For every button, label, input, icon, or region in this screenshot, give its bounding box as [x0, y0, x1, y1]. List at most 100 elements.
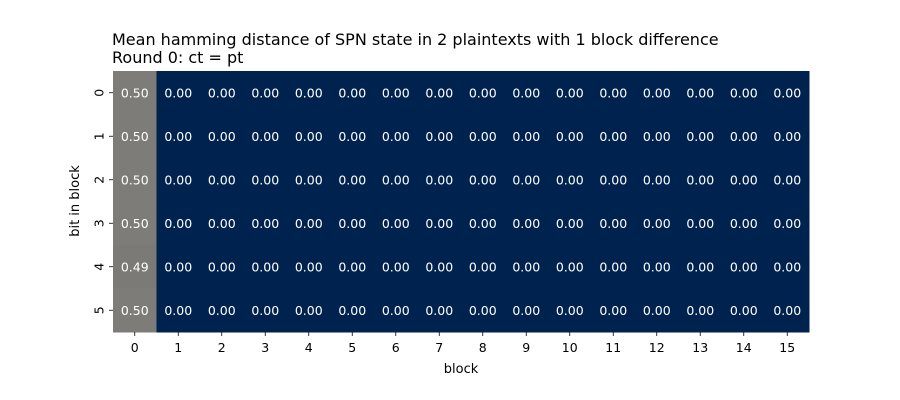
cell-value-label: 0.00 — [556, 85, 584, 100]
heatmap-cell — [722, 158, 766, 202]
heatmap-cell — [504, 245, 549, 289]
heatmap-cell — [330, 245, 375, 289]
heatmap-cell — [461, 201, 505, 246]
heatmap-cell — [591, 288, 636, 333]
cell-value-label: 0.00 — [599, 216, 627, 231]
y-axis-label: bit in block — [68, 165, 83, 237]
cell-value-label: 0.00 — [686, 303, 714, 318]
heatmap-cell — [417, 114, 462, 159]
chart-subtitle: Round 0: ct = pt — [112, 48, 244, 67]
cell-value-label: 0.00 — [730, 85, 758, 100]
heatmap-cell — [591, 114, 636, 159]
cell-value-label: 0.00 — [512, 172, 540, 187]
heatmap-cell — [113, 288, 157, 333]
cell-value-label: 0.00 — [686, 172, 714, 187]
cell-value-label: 0.00 — [643, 303, 671, 318]
cell-value-label: 0.00 — [512, 85, 540, 100]
heatmap-cell — [722, 288, 766, 333]
heatmap-cell — [635, 201, 679, 246]
cell-value-label: 0.00 — [599, 303, 627, 318]
heatmap-cell — [591, 158, 636, 202]
heatmap-cell — [287, 288, 331, 333]
cell-value-label: 0.00 — [773, 303, 801, 318]
cell-value-label: 0.00 — [382, 172, 410, 187]
cell-value-label: 0.50 — [121, 85, 149, 100]
cell-value-label: 0.00 — [773, 85, 801, 100]
heatmap-cell — [504, 71, 549, 115]
heatmap-cell — [374, 245, 418, 289]
cell-value-label: 0.00 — [556, 259, 584, 274]
x-tick-label: 10 — [562, 340, 578, 355]
y-tick-label: 2 — [92, 176, 107, 184]
heatmap-cell — [330, 158, 375, 202]
heatmap-cell — [200, 201, 244, 246]
heatmap-cell — [678, 71, 723, 115]
cell-value-label: 0.00 — [643, 172, 671, 187]
x-tick-label: 14 — [736, 340, 752, 355]
cell-value-label: 0.00 — [599, 129, 627, 144]
cell-value-label: 0.00 — [730, 129, 758, 144]
cell-value-label: 0.00 — [469, 216, 497, 231]
heatmap-cell — [548, 201, 592, 246]
cell-value-label: 0.00 — [512, 216, 540, 231]
heatmap-cell — [156, 114, 201, 159]
heatmap-cell — [635, 288, 679, 333]
cell-value-label: 0.00 — [338, 129, 366, 144]
heatmap-cell — [548, 71, 592, 115]
x-tick-label: 1 — [174, 340, 182, 355]
cell-value-label: 0.00 — [643, 259, 671, 274]
x-axis-label: block — [444, 362, 479, 377]
cell-value-label: 0.00 — [556, 129, 584, 144]
heatmap-cells — [113, 71, 810, 333]
x-tick-label: 2 — [218, 340, 226, 355]
x-tick-label: 6 — [392, 340, 400, 355]
cell-value-label: 0.00 — [382, 303, 410, 318]
cell-value-label: 0.00 — [730, 259, 758, 274]
cell-value-label: 0.00 — [512, 129, 540, 144]
heatmap-cell — [156, 158, 201, 202]
heatmap-cell — [156, 288, 201, 333]
cell-value-label: 0.00 — [512, 303, 540, 318]
cell-value-label: 0.49 — [121, 259, 149, 274]
x-tick-label: 12 — [649, 340, 665, 355]
cell-value-label: 0.00 — [469, 129, 497, 144]
cell-value-label: 0.00 — [425, 259, 453, 274]
cell-value-label: 0.00 — [382, 216, 410, 231]
heatmap-cell — [722, 201, 766, 246]
heatmap-cell — [330, 201, 375, 246]
cell-value-label: 0.00 — [338, 85, 366, 100]
x-tick-label: 5 — [348, 340, 356, 355]
cell-value-label: 0.00 — [251, 172, 279, 187]
heatmap-cell — [548, 245, 592, 289]
heatmap-cell — [374, 288, 418, 333]
heatmap-cell — [374, 71, 418, 115]
cell-value-label: 0.00 — [643, 129, 671, 144]
cell-value-label: 0.00 — [295, 85, 323, 100]
heatmap-cell — [156, 245, 201, 289]
cell-value-label: 0.00 — [599, 85, 627, 100]
heatmap-cell — [156, 201, 201, 246]
cell-value-label: 0.00 — [295, 303, 323, 318]
heatmap-cell — [504, 158, 549, 202]
heatmap-cell — [678, 201, 723, 246]
cell-value-label: 0.00 — [164, 172, 192, 187]
heatmap-cell — [417, 201, 462, 246]
cell-value-label: 0.00 — [208, 172, 236, 187]
cell-value-label: 0.00 — [338, 172, 366, 187]
heatmap-cell — [330, 288, 375, 333]
cell-value-label: 0.00 — [512, 259, 540, 274]
heatmap-cell — [200, 114, 244, 159]
heatmap-cell — [374, 114, 418, 159]
cell-value-label: 0.00 — [686, 129, 714, 144]
cell-value-label: 0.00 — [425, 172, 453, 187]
heatmap-cell — [200, 245, 244, 289]
cell-value-label: 0.00 — [425, 85, 453, 100]
heatmap-cell — [243, 201, 288, 246]
y-tick-label: 4 — [92, 263, 107, 271]
heatmap-cell — [504, 114, 549, 159]
x-axis: 0 1 2 3 4 5 6 7 8 9 10 11 12 13 14 15 — [131, 332, 795, 355]
heatmap-cell — [548, 288, 592, 333]
heatmap-cell — [156, 71, 201, 115]
heatmap-cell — [461, 114, 505, 159]
heatmap-cell — [200, 71, 244, 115]
